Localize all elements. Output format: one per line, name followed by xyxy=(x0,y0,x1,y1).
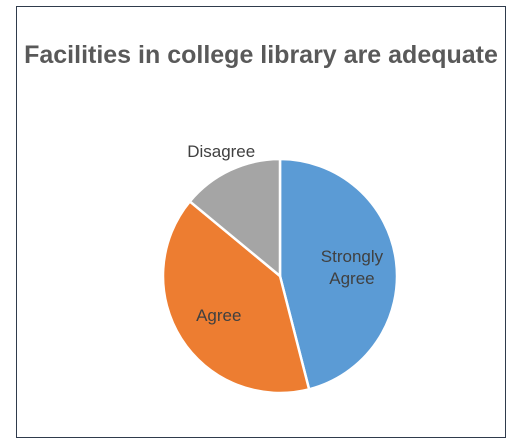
chart-title: Facilities in college library are adequa… xyxy=(24,41,498,69)
pie-slice-agree xyxy=(161,199,311,395)
pie-label-agree: Agree xyxy=(196,306,241,325)
pie-label-disagree: Disagree xyxy=(187,142,255,161)
pie-slice-strongly-agree xyxy=(278,157,399,391)
pie-slice-disagree xyxy=(188,157,282,279)
pie-label-strongly-agree: Strongly Agree xyxy=(321,247,384,288)
